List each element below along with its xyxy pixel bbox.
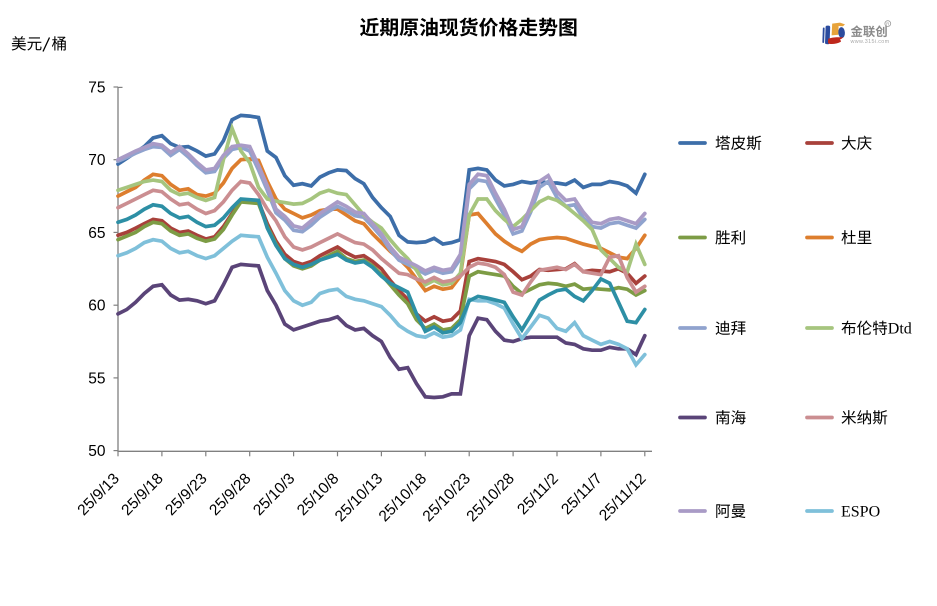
svg-text:ESPO: ESPO: [841, 504, 880, 521]
svg-text:60: 60: [88, 298, 106, 315]
svg-text:www.315i.com: www.315i.com: [850, 39, 890, 45]
svg-text:50: 50: [88, 443, 106, 460]
svg-text:65: 65: [88, 225, 105, 242]
svg-text:55: 55: [88, 370, 105, 387]
svg-text:70: 70: [88, 152, 106, 169]
svg-text:R: R: [886, 21, 890, 26]
svg-text:Dtd: Dtd: [888, 321, 912, 338]
svg-text:75: 75: [88, 79, 105, 96]
